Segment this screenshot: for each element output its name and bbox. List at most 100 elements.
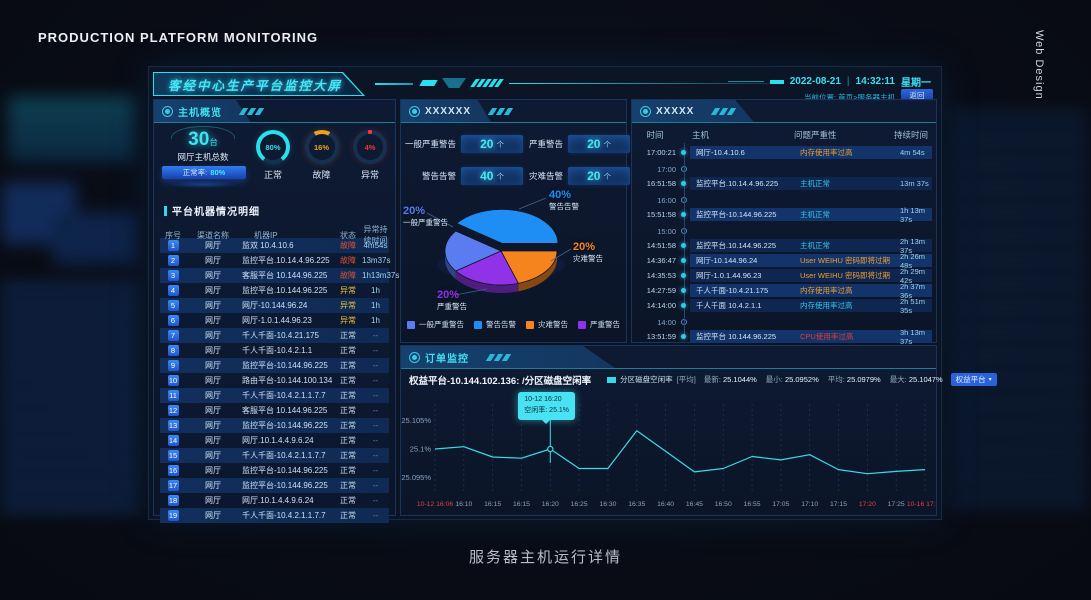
- svg-text:16:25: 16:25: [571, 501, 588, 508]
- svg-text:16:20: 16:20: [542, 501, 559, 508]
- legend-item: 灾难警告: [526, 319, 568, 330]
- host-table-row: 19 网厅 千人千面-10.4.2.1.1.7.7 正常 --: [160, 508, 389, 523]
- tooltip-value: 空闲率: 25.1%: [524, 406, 570, 414]
- line-chart-stats: 最新: 25.1044% 最小: 25.0952% 平均: 25.0979% 最大: …: [703, 375, 943, 384]
- host-total-label: 网厅主机总数: [177, 152, 229, 162]
- target-icon: [409, 351, 420, 363]
- page-caption: 服务器主机运行详情: [468, 549, 622, 566]
- host-table-row: 18 网厅 网厅.10.1.4.4.9.6.24 正常 --: [160, 493, 389, 508]
- svg-text:25.105%: 25.105%: [401, 416, 431, 425]
- alert-stat: 严重警告 20 个: [529, 135, 631, 153]
- host-total-unit: 台: [209, 137, 218, 147]
- datetime-line-decoration: [727, 81, 764, 82]
- detail-section-title: 平台机器情况明细: [164, 203, 395, 218]
- panel-alerts-title: XXXXXX: [425, 105, 472, 117]
- chevrons-icon: [485, 353, 512, 361]
- header-chevrons-icon: [470, 79, 504, 87]
- events-table-header: 时间 主机 问题严重性 持续时间: [646, 129, 929, 140]
- host-table-header: 序号 渠道名称 机器IP 状态 异常持续时间: [165, 225, 388, 245]
- alert-stats: 一般严重警告 20 个严重警告 20 个警告告警 40 个灾难告警 20 个: [401, 123, 631, 185]
- datetime: 2022-08-21 | 14:32:11 星期一: [727, 74, 931, 89]
- back-button[interactable]: 返回: [901, 89, 933, 101]
- datetime-separator: |: [846, 76, 850, 87]
- gauge-异常: 4% 异常: [347, 130, 393, 181]
- target-icon: [162, 105, 173, 117]
- svg-text:16:40: 16:40: [657, 501, 674, 508]
- panel-host-title: 主机概览: [178, 107, 222, 119]
- target-icon: [409, 105, 420, 117]
- panel-orders: 订单监控 权益平台-10.144.102.136: /分区磁盘空闲率 分区磁盘空…: [400, 345, 997, 516]
- header-long-line: [509, 83, 779, 84]
- dashboard-title: 客经中心生产平台监控大屏: [168, 78, 343, 93]
- pie-svg: [426, 197, 572, 296]
- svg-text:16:15: 16:15: [513, 501, 530, 508]
- svg-text:16:10: 16:10: [455, 501, 472, 508]
- svg-text:17:05: 17:05: [772, 501, 789, 508]
- timeline-tick: 16:00: [632, 192, 936, 208]
- host-table-row: 14 网厅 网厅.10.1.4.4.9.6.24 正常 --: [160, 433, 389, 448]
- host-total-value: 30台: [188, 129, 218, 150]
- page-title: PRODUCTION PLATFORM MONITORING: [38, 30, 319, 45]
- timeline-tick: 17:00: [632, 161, 936, 177]
- host-table-row: 6 网厅 网厅-1.0.1.44.96.23 异常 1h: [160, 313, 389, 328]
- gauge-正常: 80% 正常: [250, 130, 296, 181]
- pedestal-decoration: [167, 181, 239, 188]
- host-table-row: 11 网厅 千人千面-10.4.2.1.1.7.7 正常 --: [160, 388, 389, 403]
- gauge-故障: 16% 故障: [299, 130, 345, 181]
- event-row: 17:00:21 网厅-10.4.10.6 内存使用率过高 4m 54s: [632, 146, 936, 159]
- dashboard-title-box: 客经中心生产平台监控大屏: [153, 72, 365, 96]
- chevrons-icon: [711, 107, 737, 115]
- breadcrumb[interactable]: 当前位置: 首页>服务器主机: [803, 93, 895, 102]
- host-table-row: 2 网厅 监控平台.10.14.4.96.225 故障 13m37s: [160, 253, 390, 268]
- host-stats: 30台 网厅主机总数 正常率: 80% 80% 正常 16% 故障 4% 异常: [154, 123, 395, 197]
- host-table-row: 13 网厅 监控平台-10.144.96.225 正常 --: [160, 418, 389, 433]
- tooltip-title: 10-12 16:20: [524, 396, 562, 403]
- svg-text:10-16 17:27: 10-16 17:27: [907, 501, 936, 508]
- event-row: 16:51:58 监控平台.10.14.4.96.225 主机正常 13m 37s: [632, 177, 936, 190]
- legend-item: 严重警告: [578, 319, 620, 330]
- alert-stat: 一般严重警告 20 个: [405, 135, 524, 153]
- disk-free-line-chart: 25.105% 25.1% 25.095% 10-12 16:06 16:10 16:15…: [401, 390, 943, 514]
- host-table-row: 5 网厅 网厅-10.144.96.24 异常 1h: [160, 298, 389, 313]
- svg-text:16:55: 16:55: [744, 501, 761, 508]
- host-table-row: 16 网厅 监控平台-10.144.96.225 正常 --: [160, 463, 389, 478]
- host-table-row: 17 网厅 监控平台-10.144.96.225 正常 --: [160, 478, 389, 493]
- chevrons-icon: [487, 107, 514, 115]
- svg-text:17:15: 17:15: [830, 501, 847, 508]
- svg-text:10-12 16:06: 10-12 16:06: [417, 501, 454, 508]
- svg-text:16:30: 16:30: [599, 501, 616, 508]
- event-row: 14:35:53 网厅-1.0.1.44.96.23 User WEIHU 密码即将…: [632, 267, 936, 285]
- panel-alerts: XXXXXX 一般严重警告 20 个严重警告 20 个警告告警 40 个灾难告警 20 个 20…: [400, 99, 631, 343]
- pie-label-general: 20% 一般严重警告: [403, 205, 448, 228]
- svg-text:16:50: 16:50: [715, 501, 732, 508]
- host-table-row: 15 网厅 千人千面-10.4.2.1.1.7.7 正常 --: [160, 448, 389, 463]
- time-label: 14:32:11: [855, 76, 895, 87]
- event-row: 15:51:58 监控平台-10.144.96.225 主机正常 1h 13m 37s: [632, 206, 936, 224]
- host-table-row: 8 网厅 千人千面-10.4.2.1.1 正常 --: [160, 343, 389, 358]
- datetime-dash-icon: [769, 79, 784, 84]
- host-table-row: 7 网厅 千人千面-10.4.21.175 正常 --: [160, 328, 389, 343]
- svg-text:25.095%: 25.095%: [401, 473, 431, 482]
- event-row: 14:51:58 监控平台.10.144.96.225 主机正常 2h 13m 37s: [632, 237, 936, 255]
- alert-stat: 警告告警 40 个: [405, 167, 524, 185]
- chevrons-icon: [238, 107, 265, 115]
- header-bar-decoration: [419, 80, 438, 86]
- host-table-row: 4 网厅 监控平台.10.144.96.225 异常 1h: [160, 283, 389, 298]
- line-svg: 25.105% 25.1% 25.095% 10-12 16:06 16:10 16:15…: [401, 404, 943, 508]
- side-label: Web Design: [1033, 30, 1045, 100]
- alert-stat: 灾难告警 20 个: [529, 167, 631, 185]
- header-line-decoration: [375, 83, 413, 85]
- pie-label-warning: 40% 警告告警: [549, 189, 579, 212]
- svg-text:17:20: 17:20: [859, 501, 876, 508]
- panel-orders-header: 订单监控: [401, 346, 936, 369]
- host-table-row: 1 网厅 监双 10.4.10.6 故障 4m54s: [160, 238, 389, 253]
- event-row: 14:27:59 千人千面-10.4.21.175 内存使用率过高 2h 37m 36…: [632, 282, 936, 300]
- chevron-down-icon: ▾: [988, 377, 992, 383]
- svg-text:16:35: 16:35: [628, 501, 645, 508]
- orders-subheader: 权益平台-10.144.102.136: /分区磁盘空闲率 分区磁盘空闲率 [平…: [401, 369, 997, 390]
- platform-select-button[interactable]: 权益平台 ▾: [950, 373, 997, 386]
- svg-text:16:45: 16:45: [686, 501, 703, 508]
- timeline-line: [684, 143, 685, 339]
- host-table-row: 12 网厅 客服平台 10.144.96.225 正常 --: [160, 403, 389, 418]
